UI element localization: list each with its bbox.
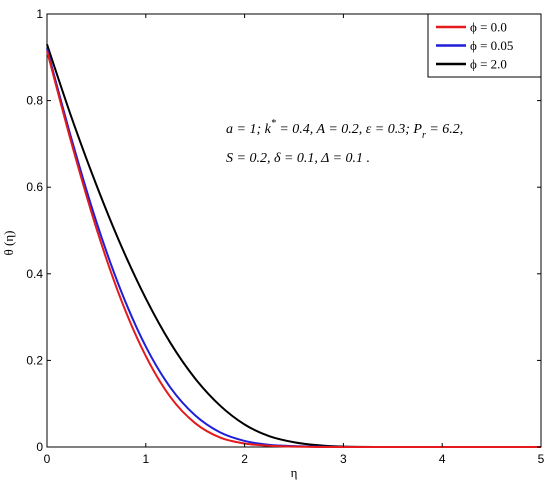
- x-tick-label: 5: [538, 452, 545, 466]
- plot-area: [46, 13, 542, 448]
- y-axis-label: θ (η): [1, 231, 16, 256]
- annotation-superscript-star: *: [271, 118, 276, 129]
- legend-label: ϕ = 2.0: [470, 57, 507, 72]
- annotation-line-2: S = 0.2, δ = 0.1, Δ = 0.1 .: [226, 151, 370, 166]
- y-tick-label: 1: [36, 7, 43, 21]
- x-tick-label: 2: [241, 452, 248, 466]
- legend-label: ϕ = 0.05: [470, 38, 513, 53]
- y-tick-label: 0.4: [26, 267, 43, 281]
- y-tick-label: 0.8: [26, 94, 43, 108]
- series-line-phi-0-0: [46, 50, 541, 449]
- x-tick-label: 0: [44, 452, 51, 466]
- legend-items: ϕ = 0.0 ϕ = 0.05 ϕ = 2.0: [436, 20, 513, 72]
- y-tick-label: 0.2: [26, 353, 43, 367]
- series-group: [46, 43, 541, 449]
- annotation-line-1: a = 1; k* = 0.4, A = 0.2, ε = 0.3; Pr = …: [226, 118, 463, 141]
- legend: ϕ = 0.0 ϕ = 0.05 ϕ = 2.0: [427, 13, 542, 78]
- y-tick-label: 0: [36, 440, 43, 454]
- y-tick-label: 0.6: [26, 180, 43, 194]
- annotation-subscript-r: r: [422, 130, 426, 141]
- x-tick-label: 1: [142, 452, 149, 466]
- x-axis-label: η: [291, 465, 298, 480]
- x-tick-label: 3: [340, 452, 347, 466]
- x-tick-label: 4: [439, 452, 446, 466]
- legend-label: ϕ = 0.0: [470, 20, 507, 35]
- tick-group: 0 1 2 3 4 5 0 0.2 0.4 0.6 0.8 1: [26, 7, 544, 466]
